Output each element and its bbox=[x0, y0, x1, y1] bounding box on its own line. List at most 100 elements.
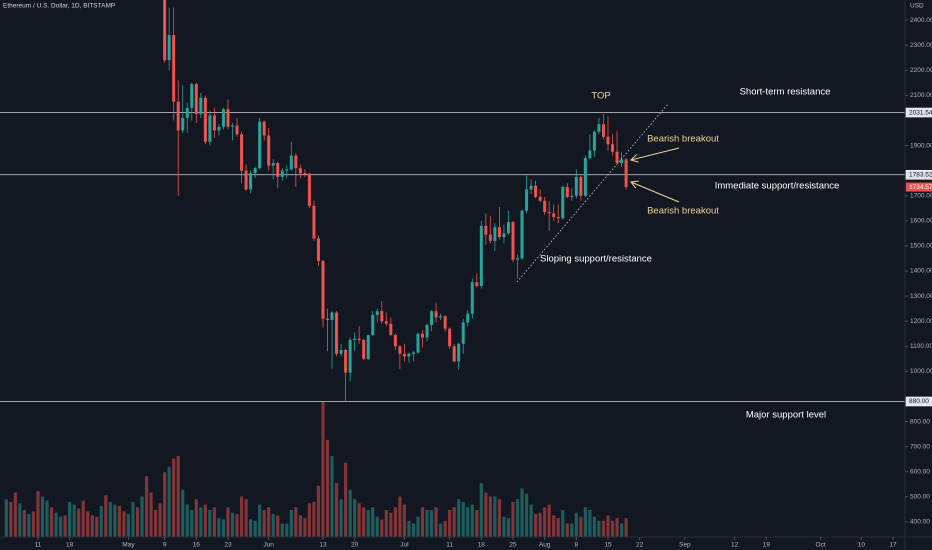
volume-bar bbox=[239, 496, 244, 537]
volume-bar bbox=[235, 514, 239, 537]
candle-body bbox=[570, 195, 574, 197]
candle-body bbox=[452, 346, 456, 362]
candle-body bbox=[172, 35, 176, 102]
volume-bar bbox=[144, 476, 149, 537]
volume-bar bbox=[411, 523, 416, 537]
candle-body bbox=[194, 84, 198, 115]
volume-bar bbox=[199, 507, 203, 537]
volume-bar bbox=[325, 439, 330, 537]
volume-bar bbox=[13, 492, 17, 537]
candle-body bbox=[285, 169, 289, 171]
volume-bar bbox=[86, 511, 90, 537]
volume-bar bbox=[547, 504, 551, 537]
volume-bar bbox=[466, 507, 470, 537]
y-tick-label: 1600.00 bbox=[910, 218, 932, 225]
candle-body bbox=[298, 168, 302, 174]
volume-bar bbox=[158, 503, 162, 537]
candle-body bbox=[439, 316, 443, 318]
candle-body bbox=[253, 168, 257, 174]
x-tick-label: 18 bbox=[478, 542, 486, 549]
candle-body bbox=[411, 352, 415, 354]
candle-body bbox=[357, 338, 361, 341]
volume-bar bbox=[9, 501, 13, 537]
volume-bar bbox=[113, 504, 117, 537]
candle-body bbox=[362, 340, 366, 359]
candle-body bbox=[520, 210, 524, 259]
axis-layer: 2400.00 2300.00 2200.00 2100.00 1900.00 1700.… bbox=[35, 17, 932, 549]
candle-body bbox=[181, 117, 185, 131]
candle-body bbox=[303, 173, 307, 175]
x-tick-label: 13 bbox=[319, 542, 327, 549]
annotation: Short-term resistance bbox=[740, 87, 831, 98]
volume-bar bbox=[366, 510, 370, 537]
volume-bar bbox=[493, 496, 497, 537]
candle-body bbox=[371, 314, 375, 335]
volume-bar bbox=[353, 499, 357, 537]
volume-bar bbox=[77, 508, 81, 537]
volume-bar bbox=[40, 496, 45, 537]
volume-bar bbox=[479, 483, 483, 537]
x-tick-label: 8 bbox=[575, 542, 579, 549]
candle-body bbox=[389, 323, 393, 335]
volume-bar bbox=[135, 507, 140, 537]
y-tick-label: 800.00 bbox=[910, 418, 930, 425]
volume-bar bbox=[484, 492, 488, 537]
candle-body bbox=[475, 282, 479, 287]
y-tick-label: 600.00 bbox=[910, 468, 930, 475]
candle-body bbox=[421, 333, 425, 338]
volume-bar bbox=[194, 499, 198, 537]
candle-body bbox=[583, 158, 587, 196]
candle-body bbox=[344, 350, 348, 373]
volume-bar bbox=[280, 523, 284, 537]
volume-bar bbox=[543, 507, 547, 537]
volume-bar bbox=[502, 516, 506, 537]
candle-body bbox=[208, 115, 212, 142]
candle-body bbox=[235, 125, 239, 135]
volume-bar bbox=[624, 518, 628, 537]
y-tick-label: 700.00 bbox=[910, 443, 930, 450]
volume-bar bbox=[108, 501, 112, 537]
volume-bar bbox=[267, 507, 271, 537]
x-tick-label: Aug bbox=[539, 542, 551, 549]
candle-body bbox=[375, 311, 379, 315]
last-price-box bbox=[906, 182, 932, 192]
level-label: 2031.54 bbox=[909, 109, 932, 116]
volume-bar bbox=[561, 510, 565, 537]
volume-bar bbox=[570, 523, 574, 537]
candle-body bbox=[448, 328, 452, 347]
volume-bar bbox=[244, 499, 248, 537]
volume-bar bbox=[407, 520, 411, 537]
candle-body bbox=[258, 121, 262, 169]
candle-body bbox=[312, 205, 316, 239]
candle-body bbox=[434, 311, 438, 318]
candle-body bbox=[624, 159, 628, 188]
y-tick-label: 1200.00 bbox=[910, 318, 932, 325]
volume-bar bbox=[402, 504, 407, 537]
level-label-box bbox=[905, 107, 932, 118]
candle-body bbox=[529, 185, 533, 190]
volume-bar bbox=[122, 511, 126, 537]
candle-body bbox=[339, 350, 343, 354]
volume-bar bbox=[31, 511, 36, 537]
volume-bar bbox=[4, 499, 8, 537]
volume-bar bbox=[375, 516, 379, 537]
candle-body bbox=[620, 159, 624, 164]
level-layer bbox=[0, 112, 905, 402]
candle-body bbox=[547, 212, 551, 214]
y-tick-label: 1300.00 bbox=[910, 293, 932, 300]
x-tick-label: 22 bbox=[636, 542, 644, 549]
candle-body bbox=[221, 109, 225, 127]
volume-bar bbox=[95, 516, 99, 537]
volume-bar bbox=[579, 516, 583, 537]
volume-bar bbox=[153, 510, 158, 537]
annotation: TOP bbox=[591, 91, 610, 102]
candle-body bbox=[384, 321, 388, 324]
candle-body bbox=[466, 313, 470, 323]
candle-body bbox=[240, 134, 244, 171]
y-tick-label: 1100.00 bbox=[910, 343, 932, 350]
candle-body bbox=[461, 322, 465, 344]
candle-body bbox=[497, 227, 501, 238]
candle-body bbox=[525, 189, 529, 211]
volume-bar bbox=[72, 504, 76, 537]
candle-body bbox=[267, 135, 271, 166]
